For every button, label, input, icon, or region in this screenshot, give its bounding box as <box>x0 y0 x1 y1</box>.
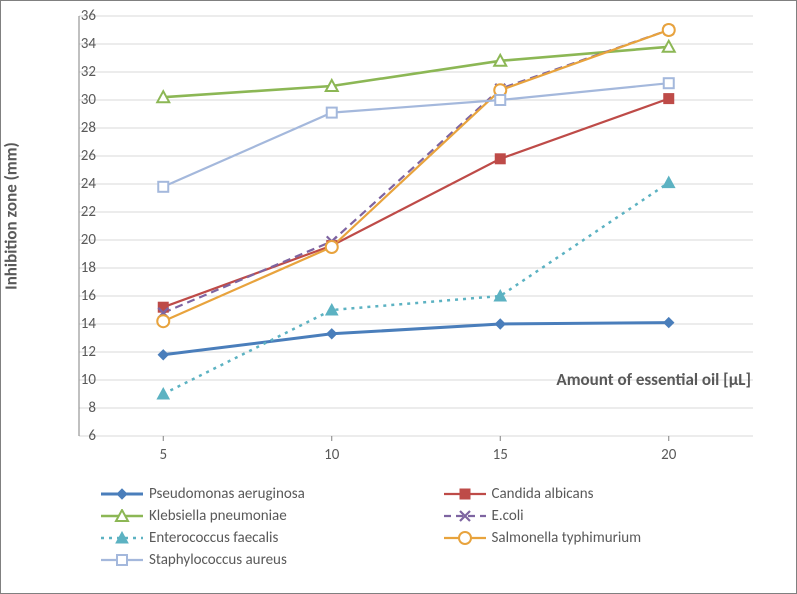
y-tick-label: 34 <box>66 35 96 53</box>
legend-swatch <box>444 509 486 523</box>
legend-item-staphylococcus: Staphylococcus aureus <box>101 551 434 569</box>
x-tick-label: 20 <box>661 446 676 464</box>
x-tick-label: 5 <box>159 446 167 464</box>
legend-item-pseudomonas: Pseudomonas aeruginosa <box>101 485 434 503</box>
legend-swatch <box>444 531 486 545</box>
legend-item-candida: Candida albicans <box>444 485 777 503</box>
legend-label: E.coli <box>492 507 524 525</box>
legend-label: Salmonella typhimurium <box>492 529 642 547</box>
legend-label: Enterococcus faecalis <box>149 529 278 547</box>
legend-swatch <box>101 487 143 501</box>
legend-swatch <box>444 487 486 501</box>
legend: Pseudomonas aeruginosa Candida albicans Kl… <box>101 485 776 569</box>
y-tick-label: 10 <box>66 371 96 389</box>
y-tick-label: 12 <box>66 343 96 361</box>
y-axis-title: Inhibition zone (mm) <box>1 142 22 290</box>
legend-item-ecoli: E.coli <box>444 507 777 525</box>
y-tick-label: 24 <box>66 175 96 193</box>
x-tick-label: 15 <box>493 446 508 464</box>
y-tick-label: 30 <box>66 91 96 109</box>
y-tick-label: 36 <box>66 7 96 25</box>
x-axis-title: Amount of essential oil [µL] <box>556 369 751 390</box>
y-tick-label: 20 <box>66 231 96 249</box>
y-tick-label: 32 <box>66 63 96 81</box>
y-tick-label: 8 <box>66 399 96 417</box>
legend-label: Pseudomonas aeruginosa <box>149 485 305 503</box>
legend-swatch <box>101 509 143 523</box>
legend-item-salmonella: Salmonella typhimurium <box>444 529 777 547</box>
y-tick-label: 16 <box>66 287 96 305</box>
y-tick-label: 22 <box>66 203 96 221</box>
legend-swatch <box>101 531 143 545</box>
y-tick-label: 18 <box>66 259 96 277</box>
legend-item-enterococcus: Enterococcus faecalis <box>101 529 434 547</box>
x-tick-label: 10 <box>324 446 339 464</box>
y-tick-label: 6 <box>66 427 96 445</box>
legend-label: Klebsiella pneumoniae <box>149 507 287 525</box>
y-tick-label: 28 <box>66 119 96 137</box>
legend-label: Staphylococcus aureus <box>149 551 287 569</box>
legend-label: Candida albicans <box>492 485 594 503</box>
legend-item-klebsiella: Klebsiella pneumoniae <box>101 507 434 525</box>
chart-container: Inhibition zone (mm) Amount of essential… <box>0 0 797 594</box>
y-tick-label: 26 <box>66 147 96 165</box>
y-tick-label: 14 <box>66 315 96 333</box>
legend-swatch <box>101 553 143 567</box>
